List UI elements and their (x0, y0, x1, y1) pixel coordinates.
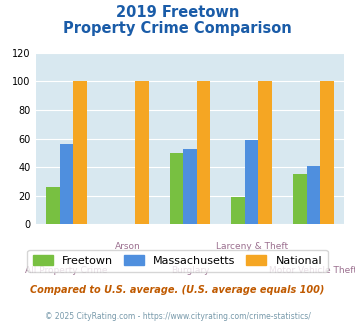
Text: Larceny & Theft: Larceny & Theft (215, 242, 288, 250)
Text: Motor Vehicle Theft: Motor Vehicle Theft (269, 266, 355, 275)
Bar (293, 174, 307, 224)
Text: 2019 Freetown: 2019 Freetown (116, 5, 239, 20)
Bar (245, 140, 258, 224)
Bar (135, 82, 148, 224)
Text: Arson: Arson (115, 242, 141, 250)
Bar (183, 148, 197, 224)
Text: Property Crime Comparison: Property Crime Comparison (63, 21, 292, 36)
Text: Compared to U.S. average. (U.S. average equals 100): Compared to U.S. average. (U.S. average … (30, 285, 325, 295)
Text: Burglary: Burglary (171, 266, 209, 275)
Bar (46, 187, 60, 224)
Bar (258, 82, 272, 224)
Bar (231, 197, 245, 224)
Bar (170, 153, 183, 224)
Text: © 2025 CityRating.com - https://www.cityrating.com/crime-statistics/: © 2025 CityRating.com - https://www.city… (45, 312, 310, 321)
Text: All Property Crime: All Property Crime (25, 266, 108, 275)
Bar (73, 82, 87, 224)
Bar (307, 166, 320, 224)
Bar (60, 144, 73, 224)
Bar (320, 82, 334, 224)
Legend: Freetown, Massachusetts, National: Freetown, Massachusetts, National (27, 250, 328, 272)
Bar (197, 82, 210, 224)
